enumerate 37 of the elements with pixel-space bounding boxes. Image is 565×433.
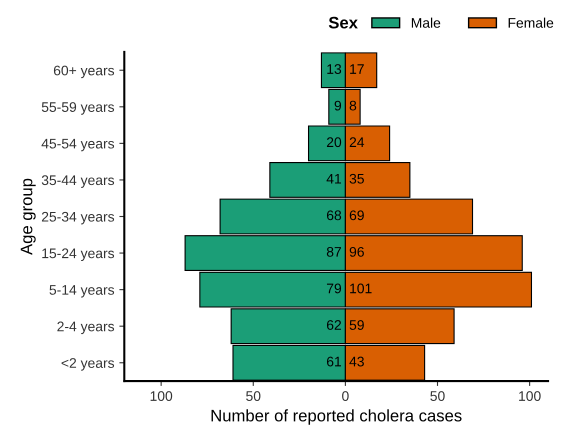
data-label: 62: [326, 320, 342, 330]
data-label: 101: [350, 284, 372, 294]
x-tick-label: 100: [150, 391, 172, 401]
y-tick-label: 45-54 years: [42, 138, 114, 152]
data-label: 41: [326, 174, 342, 184]
data-label: 9: [334, 100, 342, 111]
data-label: 96: [350, 246, 364, 257]
data-label: 13: [327, 64, 342, 74]
x-tick-label: 0: [342, 391, 349, 401]
data-label: 61: [326, 356, 342, 366]
data-label: 87: [326, 246, 342, 257]
y-tick-label: 5-14 years: [50, 285, 114, 298]
y-tick-label: 55-59 years: [42, 102, 114, 115]
legend-title: Sex: [328, 16, 358, 29]
data-label: 8: [350, 100, 356, 111]
legend-label: Male: [412, 18, 440, 28]
y-tick-label: 25-34 years: [42, 212, 114, 224]
legend-label: Female: [508, 18, 554, 28]
y-tick-label: <2 years: [62, 358, 114, 371]
x-tick-label: 50: [430, 391, 445, 401]
data-label: 35: [350, 174, 364, 184]
y-tick-label: 15-24 years: [42, 248, 114, 261]
x-tick-label: 50: [246, 391, 260, 401]
y-tick-label: 60+ years: [54, 66, 114, 78]
x-axis-title: Number of reported cholera cases: [212, 409, 462, 425]
y-axis-title: Age group: [20, 178, 36, 255]
data-label: 59: [350, 320, 364, 330]
data-label: 17: [350, 64, 364, 74]
y-tick-label: 35-44 years: [42, 175, 114, 188]
data-label: 79: [326, 284, 342, 294]
data-label: 20: [326, 137, 342, 148]
x-tick-label: 100: [519, 391, 541, 401]
data-label: 69: [350, 210, 364, 220]
data-label: 24: [350, 137, 364, 147]
data-label: 68: [326, 210, 342, 220]
data-label: 43: [349, 356, 364, 366]
y-tick-label: 2-4 years: [57, 322, 114, 334]
